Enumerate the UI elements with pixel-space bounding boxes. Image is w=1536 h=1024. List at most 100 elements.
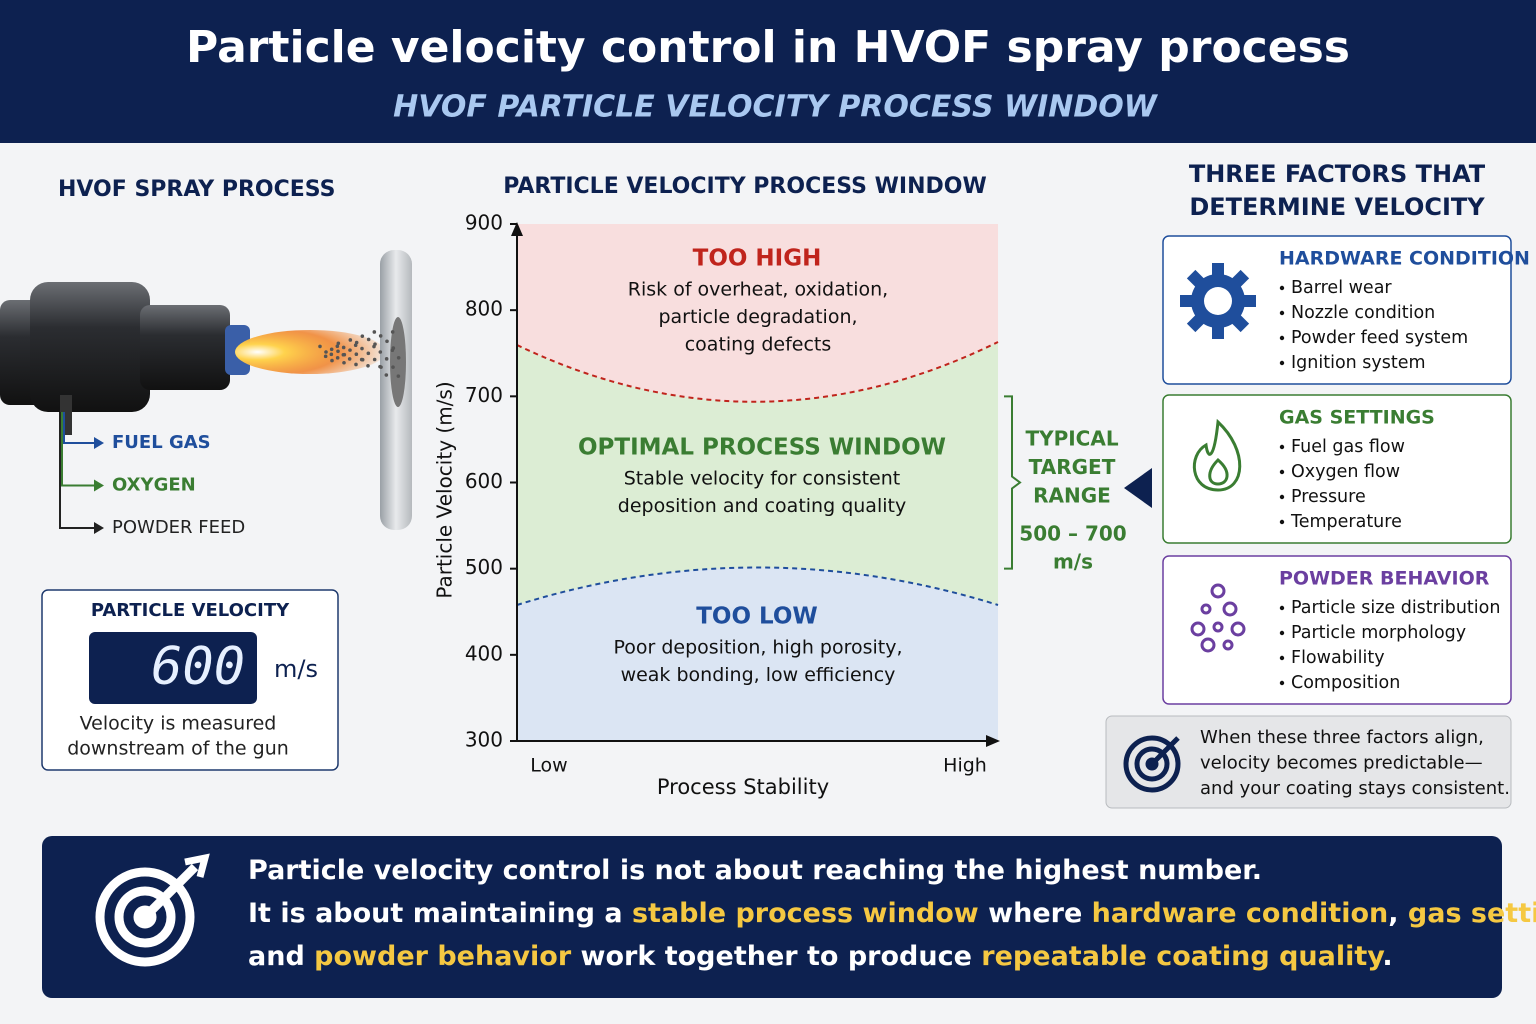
powder-icon	[1230, 621, 1246, 637]
factors-title: DETERMINE VELOCITY	[1189, 193, 1485, 221]
particle	[323, 354, 328, 359]
particle	[372, 330, 377, 334]
align-text: When these three factors align,	[1200, 727, 1484, 748]
y-tick-label: 400	[465, 641, 503, 665]
particle	[318, 344, 322, 349]
footer-text: Particle velocity control is not about r…	[248, 855, 1262, 886]
align-text: and your coating stays consistent.	[1200, 778, 1510, 799]
gear-tooth	[1212, 263, 1224, 277]
gear-tooth	[1212, 325, 1224, 339]
factor-item: Composition	[1291, 673, 1400, 693]
substrate	[380, 250, 412, 530]
particle	[366, 337, 371, 342]
zone-text: coating defects	[685, 334, 832, 356]
bullet	[1279, 519, 1285, 525]
particle	[366, 363, 370, 368]
footer-highlight: hardware condition	[1092, 898, 1389, 929]
gear-tooth	[1180, 295, 1194, 307]
particle	[360, 346, 364, 351]
y-axis-arrow	[511, 222, 523, 236]
factor-item: Particle size distribution	[1291, 598, 1500, 618]
particle	[341, 345, 346, 350]
particle	[354, 340, 359, 345]
y-tick-label: 800	[465, 297, 503, 321]
particle	[354, 352, 359, 357]
factor-title: HARDWARE CONDITION	[1279, 248, 1530, 270]
footer-text: It is about maintaining a	[248, 898, 632, 929]
bullet	[1279, 655, 1285, 661]
powder-icon	[1200, 637, 1216, 653]
particle	[391, 365, 395, 369]
low-zone	[517, 567, 998, 741]
bullet	[1279, 285, 1285, 291]
bullet	[1279, 335, 1285, 341]
target-range: 500 – 700	[1019, 522, 1126, 546]
align-box	[1105, 715, 1512, 809]
powder-icon	[1212, 621, 1224, 633]
footer-text: where	[979, 898, 1092, 929]
factor-item: Ignition system	[1291, 353, 1426, 373]
bullet	[1279, 360, 1285, 366]
particle	[396, 355, 401, 360]
zone-name: TOO HIGH	[693, 246, 822, 272]
bullet	[1279, 444, 1285, 450]
y-axis-label: Particle Velocity (m/s)	[433, 381, 457, 598]
powder-icon	[1200, 603, 1212, 615]
particle	[354, 362, 358, 367]
target-arrow	[1124, 468, 1152, 508]
zone-text: Poor deposition, high porosity,	[613, 637, 902, 659]
velocity-note: Velocity is measured	[80, 713, 277, 735]
footer-text: and	[248, 941, 314, 972]
feed-arrow	[94, 522, 104, 534]
feed-line	[63, 412, 96, 444]
x-high-label: High	[943, 755, 987, 777]
particle	[348, 348, 352, 352]
particle	[391, 346, 396, 350]
powder-icon	[1210, 583, 1226, 599]
velocity-unit: m/s	[274, 655, 318, 683]
factor-item: Barrel wear	[1291, 278, 1392, 298]
zone-text: deposition and coating quality	[618, 495, 906, 517]
target-text: TYPICAL	[1025, 427, 1118, 451]
bullet	[1279, 494, 1285, 500]
powder-icon	[1222, 601, 1238, 617]
powder-icon	[1222, 639, 1234, 651]
subtitle: HVOF PARTICLE VELOCITY PROCESS WINDOW	[393, 90, 1159, 125]
footer-text: work together to produce	[571, 941, 981, 972]
particle	[360, 334, 365, 338]
factor-card	[1162, 555, 1512, 705]
align-text: velocity becomes predictable—	[1200, 753, 1483, 774]
factor-item: Flowability	[1291, 648, 1385, 668]
particle	[342, 360, 346, 365]
feed-line	[61, 412, 96, 487]
factor-title: GAS SETTINGS	[1279, 407, 1435, 429]
factor-item: Oxygen flow	[1291, 462, 1400, 482]
factor-title: POWDER BEHAVIOR	[1279, 568, 1490, 590]
particle	[342, 352, 347, 357]
target-text: RANGE	[1033, 484, 1111, 508]
y-tick-label: 900	[465, 211, 503, 235]
particle	[336, 349, 340, 354]
y-tick-label: 700	[465, 383, 503, 407]
particle	[335, 356, 340, 360]
factor-item: Pressure	[1291, 487, 1366, 507]
particle	[329, 347, 334, 352]
align-icon	[1123, 735, 1181, 793]
feed-arrow	[94, 479, 104, 492]
footer-line: It is about maintaining a stable process…	[248, 898, 1536, 929]
particle-spray	[318, 330, 401, 378]
bullet	[1279, 469, 1285, 475]
factors-title: THREE FACTORS THAT	[1189, 160, 1486, 188]
factor-card	[1162, 235, 1512, 385]
zone-text: Risk of overheat, oxidation,	[628, 279, 888, 301]
velocity-display	[89, 632, 257, 704]
y-tick-label: 500	[465, 555, 503, 579]
velocity-value: 600	[151, 637, 245, 697]
feed-label: FUEL GAS	[112, 432, 211, 453]
factor-item: Nozzle condition	[1291, 303, 1435, 323]
footer-highlight: powder behavior	[314, 941, 572, 972]
particle	[378, 350, 383, 354]
zone-text: particle degradation,	[658, 306, 857, 328]
bullet	[1279, 605, 1285, 611]
